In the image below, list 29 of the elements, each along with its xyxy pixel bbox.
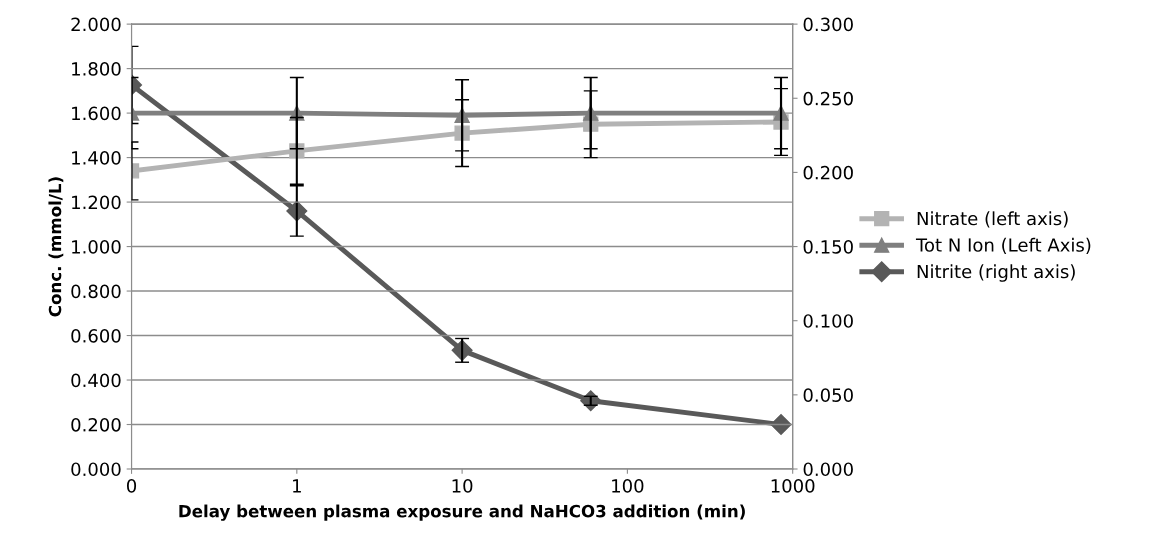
y2-tick-label: 0.050 (803, 388, 853, 402)
legend-label: Tot N Ion (Left Axis) (915, 237, 1091, 254)
point (770, 413, 792, 436)
y-tick-label: 0.400 (71, 373, 121, 388)
x-tick-label: 100 (612, 479, 644, 493)
y-tick-label: 0.200 (71, 417, 121, 432)
x-tick-label: 1 (293, 479, 301, 493)
x-axis-title: Delay between plasma exposure and NaHCO3 addition (min) (179, 504, 745, 521)
y-axis-title: Conc. (mmol/L) (48, 177, 64, 317)
legend-label: Nitrite (right axis) (917, 264, 1075, 282)
y-tick-label: 0.800 (71, 284, 121, 299)
y2-tick-label: 0.300 (803, 17, 853, 32)
y2-tick-label: 0.250 (803, 91, 853, 106)
y2-tick-label: 0.000 (803, 462, 853, 477)
x-tick-label: 10 (452, 479, 473, 493)
y2-tick-label: 0.100 (803, 314, 853, 328)
y-tick-label: 1.600 (72, 106, 121, 121)
x-tick-label: 0 (126, 479, 137, 493)
y2-tick-label: 0.200 (803, 165, 853, 180)
y-tick-label: 0.600 (71, 329, 121, 343)
y-tick-label: 1.800 (72, 62, 121, 76)
y-tick-label: 1.400 (72, 151, 121, 165)
y-tick-label: 0.000 (71, 462, 121, 477)
y2-tick-label: 0.150 (803, 240, 853, 254)
y-tick-label: 2.000 (71, 17, 121, 32)
y-tick-label: 1.000 (72, 240, 121, 254)
x-tick-label: 1000 (771, 479, 815, 493)
legend-label: Nitrate (left axis) (917, 211, 1068, 228)
y-tick-label: 1.200 (72, 195, 121, 210)
